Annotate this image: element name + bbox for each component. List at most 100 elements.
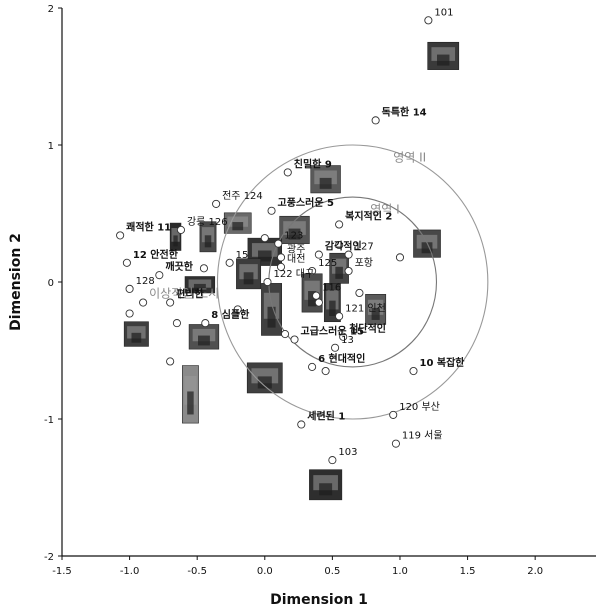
point-label: 128 (136, 276, 155, 287)
point-label: 고급스러운 15 (301, 325, 364, 338)
y-tick-label: 1 (48, 141, 54, 152)
photo-thumbnail (123, 321, 149, 347)
data-point (276, 262, 286, 271)
data-point (166, 298, 175, 307)
data-point (391, 439, 400, 448)
photo-thumbnail (427, 41, 460, 70)
point-label: 123 (284, 231, 303, 242)
x-tick-label: 2.0 (527, 566, 543, 577)
point-label: 첨단적인 (349, 322, 386, 335)
photo-thumbnail (236, 258, 262, 290)
point-label: 친밀한 9 (294, 157, 332, 170)
x-tick-label: -1.5 (52, 566, 72, 577)
point-label: 이상적인 도시 (149, 287, 219, 301)
point-label: 12 안전한 (133, 248, 179, 261)
y-tick-label: -2 (44, 552, 54, 563)
ticks-layer: -1.5 -1.0 -0.5 0.0 0.5 1.0 1.5 2.0 -2 -1 0 1 2 (44, 4, 543, 577)
x-tick-label: -1.0 (120, 566, 140, 577)
point-label: 125 (318, 258, 337, 269)
data-point (314, 298, 323, 307)
data-point (139, 298, 148, 307)
photo-thumbnail (188, 324, 220, 350)
y-tick-label: 0 (48, 278, 54, 289)
data-point (125, 309, 134, 318)
photo-thumbnail (365, 294, 387, 325)
data-point (328, 456, 337, 465)
data-point (312, 291, 321, 300)
region-circle (216, 144, 489, 420)
data-point (155, 271, 164, 280)
point-label: 15 (236, 250, 249, 261)
y-axis-title: Dimension 2 (8, 233, 24, 331)
point-label: 쾌적한 11 (126, 220, 171, 233)
y-tick-label: 2 (48, 4, 54, 15)
point-label: 전주 124 (222, 190, 263, 202)
point-label: 120 부산 (399, 401, 440, 413)
x-tick-label: -0.5 (187, 566, 207, 577)
x-tick-label: 1.0 (392, 566, 408, 577)
photo-thumbnail (169, 222, 182, 251)
point-label: 세련된 1 (307, 409, 345, 422)
photo-thumbnail (246, 362, 283, 394)
photo-thumbnail (199, 221, 217, 253)
data-point (199, 264, 208, 273)
data-point (308, 266, 317, 276)
photo-thumbnail (182, 365, 199, 424)
photo-thumbnail (310, 165, 341, 194)
point-label: 103 (338, 447, 357, 458)
point-label: 광주 (287, 243, 305, 255)
data-point (290, 335, 299, 344)
point-label: 10 복잡한 (419, 357, 465, 369)
point-label: 고풍스러운 5 (278, 196, 334, 209)
point-label: 119 서울 (402, 430, 443, 442)
data-point (335, 220, 344, 229)
data-point (233, 305, 242, 314)
data-point (355, 288, 364, 298)
data-point (225, 258, 234, 267)
point-label: 8 심플한 (211, 308, 250, 321)
x-tick-label: 0.0 (257, 566, 273, 577)
point-labels-layer: 101 독특한 14 친밀한 9 전주 124 고풍스러운 5 쾌적한 11 강릉 126 복… (126, 7, 465, 458)
data-point (424, 16, 433, 25)
x-tick-label: 1.5 (460, 566, 476, 577)
data-point (344, 266, 353, 276)
data-point (344, 250, 353, 259)
point-label: 포항 (355, 257, 373, 269)
data-point (389, 410, 398, 419)
y-tick-label: -1 (44, 415, 54, 426)
point-label: 6 현대적인 (318, 352, 365, 365)
photo-thumbnail (309, 469, 343, 501)
data-point (166, 357, 175, 366)
data-point (276, 253, 286, 262)
region-label: 영역 II (393, 150, 426, 164)
point-label: 116 (322, 283, 341, 294)
data-point (308, 362, 317, 371)
x-tick-label: 0.5 (324, 566, 340, 577)
data-point (314, 250, 323, 259)
point-label: 대전 (287, 253, 305, 265)
region-label: 영역 I (370, 203, 399, 217)
point-label: 강릉 126 (187, 216, 228, 228)
data-point (331, 343, 340, 352)
data-point (335, 240, 344, 250)
data-point (321, 366, 330, 376)
data-point (201, 319, 210, 328)
thumbnails-layer (123, 41, 460, 501)
photo-thumbnail (184, 276, 216, 294)
point-label: 121 인천 (345, 302, 386, 314)
data-point (274, 239, 283, 248)
point-label: 편리한 (176, 288, 204, 301)
photo-thumbnail (279, 215, 310, 244)
data-point (212, 199, 221, 208)
data-point (281, 330, 290, 339)
data-point (176, 225, 186, 234)
data-point (122, 258, 131, 267)
data-point (267, 206, 276, 215)
point-label: 13 (341, 335, 354, 346)
data-point (116, 231, 125, 240)
photo-thumbnail (223, 212, 252, 234)
data-point (371, 116, 380, 125)
point-label: 122 대구 (273, 268, 314, 280)
data-point (297, 420, 306, 429)
